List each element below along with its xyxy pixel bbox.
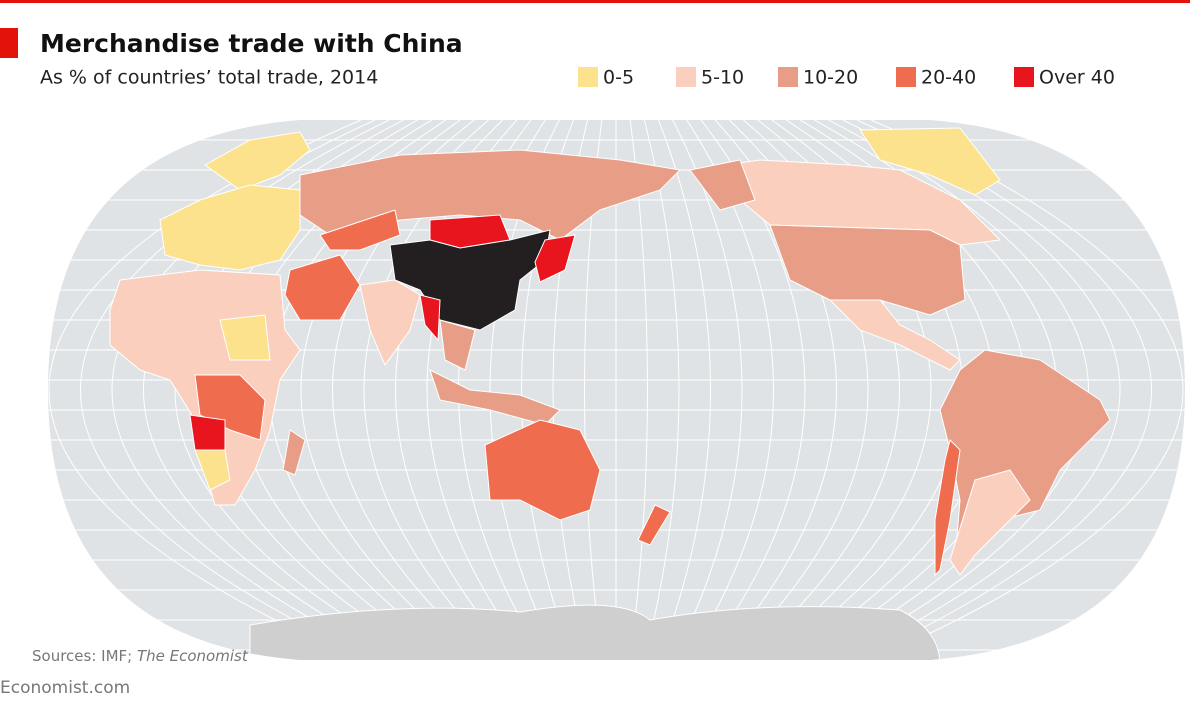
- middle-east: [284, 254, 361, 321]
- kazakhstan: [319, 209, 401, 251]
- alaska: [689, 159, 756, 211]
- usa: [769, 224, 966, 316]
- greenland: [859, 127, 1001, 196]
- southern-africa: [194, 449, 231, 491]
- angola: [189, 414, 226, 451]
- legend-label: 20-40: [921, 67, 976, 89]
- meridian: [856, 120, 1152, 660]
- antarctica: [249, 604, 941, 660]
- red-tag: [0, 28, 18, 58]
- legend-label: Over 40: [1039, 67, 1115, 89]
- australia: [484, 419, 601, 521]
- meridian: [672, 120, 743, 660]
- sources: Sources: IMF; The Economist: [32, 647, 249, 665]
- subtitle: As % of countries’ total trade, 2014: [40, 67, 378, 89]
- legend-swatch: [1014, 67, 1034, 87]
- countries: [109, 127, 1111, 660]
- legend-label: 0-5: [603, 67, 634, 89]
- mexico: [828, 299, 961, 371]
- legend: 0-5 5-10 10-20 20-40 Over 40: [578, 67, 1115, 89]
- myanmar: [419, 294, 441, 342]
- se-asia: [439, 319, 476, 371]
- legend-swatch: [676, 67, 696, 87]
- sources-text: Sources: IMF;: [32, 647, 132, 665]
- legend-swatch: [896, 67, 916, 87]
- meridian: [643, 120, 680, 660]
- canada: [688, 159, 1002, 246]
- legend-label: 10-20: [803, 67, 858, 89]
- argentina: [949, 469, 1031, 576]
- india: [359, 279, 421, 367]
- japan-korea: [534, 234, 576, 283]
- new-zealand: [637, 504, 671, 546]
- madagascar: [282, 429, 306, 476]
- chile: [934, 439, 961, 577]
- site: Economist.com: [0, 678, 130, 698]
- legend-swatch: [578, 67, 598, 87]
- sudan: [219, 314, 271, 361]
- meridian: [842, 120, 1121, 660]
- central-africa: [194, 374, 266, 441]
- indonesia: [429, 369, 561, 426]
- legend-label: 5-10: [701, 67, 744, 89]
- europe: [159, 184, 301, 271]
- legend-swatch: [778, 67, 798, 87]
- meridian: [658, 120, 711, 660]
- title: Merchandise trade with China: [40, 29, 463, 58]
- sources-italic: The Economist: [137, 647, 249, 665]
- top-rule: [0, 0, 1190, 3]
- meridian: [870, 120, 1184, 660]
